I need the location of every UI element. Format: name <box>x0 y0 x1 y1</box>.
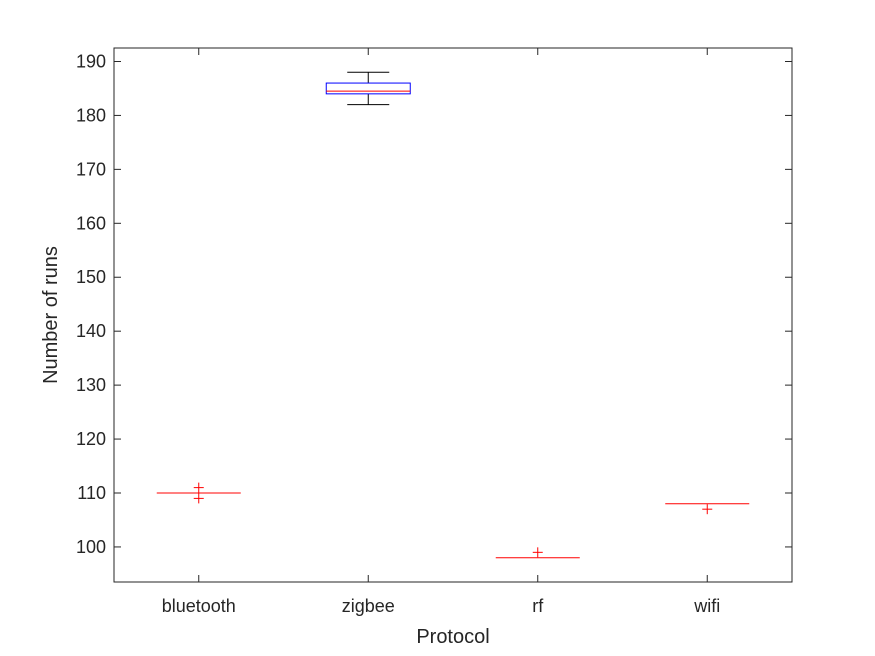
x-axis-ticks: bluetooth zigbee rf wifi <box>162 48 720 616</box>
y-tick-label: 120 <box>76 429 106 449</box>
x-tick-label: rf <box>532 596 544 616</box>
box-bluetooth <box>156 482 241 504</box>
x-tick-label: zigbee <box>342 596 395 616</box>
y-tick-label: 190 <box>76 51 106 71</box>
y-tick-label: 100 <box>76 537 106 557</box>
x-tick-label: bluetooth <box>162 596 236 616</box>
y-tick-label: 160 <box>76 213 106 233</box>
y-tick-label: 150 <box>76 267 106 287</box>
y-tick-label: 110 <box>77 483 106 503</box>
outlier-marker <box>532 547 543 558</box>
y-axis-label: Number of runs <box>40 246 62 384</box>
y-tick-label: 180 <box>76 105 106 125</box>
outlier-marker <box>193 493 204 504</box>
y-tick-label: 130 <box>76 375 106 395</box>
box-zigbee <box>325 71 411 106</box>
box-rf <box>495 547 580 559</box>
box-series <box>156 71 750 559</box>
box-wifi <box>665 503 750 515</box>
x-tick-label: wifi <box>693 596 720 616</box>
y-tick-label: 140 <box>76 321 106 341</box>
outlier-marker <box>193 482 204 493</box>
box-iqr <box>325 82 411 95</box>
y-axis-ticks: 100 110 120 130 140 150 160 170 180 190 <box>76 51 792 557</box>
plot-area <box>113 47 793 583</box>
x-axis-label: Protocol <box>416 626 489 648</box>
outlier-marker <box>702 504 713 515</box>
y-tick-label: 170 <box>76 159 106 179</box>
